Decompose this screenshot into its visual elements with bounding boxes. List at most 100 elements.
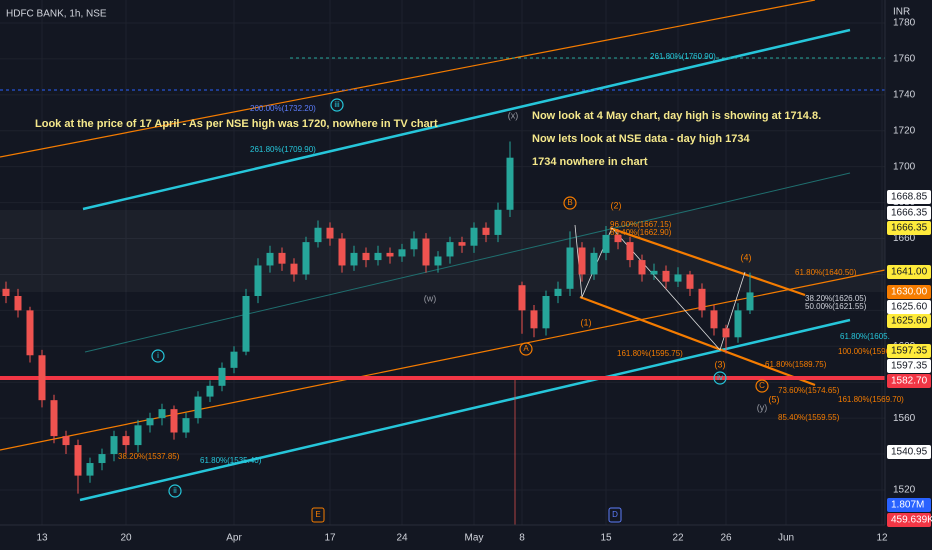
x-tick-label: 12 — [876, 533, 888, 544]
candle-body — [62, 436, 70, 446]
wave-label: B — [567, 198, 572, 207]
candle-body — [2, 288, 10, 296]
trend-line — [82, 28, 851, 211]
candle-body — [566, 247, 574, 289]
x-tick-label: 13 — [36, 533, 48, 544]
fib-label: 200.00%(1732.20) — [250, 104, 316, 113]
price-tag — [887, 359, 931, 373]
candle-body — [326, 227, 334, 239]
wedge-line — [579, 295, 816, 387]
fib-label: 85.40%(1662.90) — [610, 228, 672, 237]
fib-label: 61.80%(1535.40) — [200, 456, 262, 465]
candle-body — [146, 418, 154, 426]
candle-body — [38, 355, 46, 401]
wave-label: (2) — [611, 200, 622, 210]
y-tick-label: 1760 — [893, 54, 916, 65]
candle-body — [26, 310, 34, 356]
wave-label: C — [759, 381, 765, 390]
price-tag — [887, 221, 931, 235]
volume-tag — [887, 498, 931, 512]
candle-body — [218, 367, 226, 386]
y-tick-label: 1520 — [893, 485, 916, 496]
wedge-line — [609, 226, 806, 297]
fib-label: 261.80%(1709.90) — [250, 145, 316, 154]
wave-label: (5) — [769, 394, 780, 404]
price-tag-label: 1597.35 — [891, 346, 928, 357]
candle-body — [134, 425, 142, 446]
price-tag — [887, 206, 931, 220]
trend-line — [0, 0, 816, 158]
fib-label: 100.00%(1596.80) — [838, 347, 904, 356]
event-marker — [608, 507, 622, 523]
candle-body — [734, 310, 742, 338]
x-tick-label: 15 — [600, 533, 612, 544]
fib-label: 61.80%(1605. — [840, 332, 890, 341]
fib-label: 261.80%(1760.90) — [650, 52, 716, 61]
candle-body — [722, 328, 730, 338]
wave-label: ii — [173, 486, 177, 495]
price-tag — [887, 285, 931, 299]
wave-label: (y) — [757, 402, 768, 412]
x-tick-label: May — [465, 533, 484, 544]
y-tick-label: 1740 — [893, 89, 916, 100]
wave-marker — [330, 98, 344, 112]
volume-tag-label: 459.639K — [891, 515, 932, 526]
annotation: Now look at 4 May chart, day high is sho… — [532, 110, 821, 122]
price-tag-label: 1582.70 — [891, 376, 928, 387]
candle-body — [494, 209, 502, 235]
candles — [2, 141, 754, 494]
y-tick-label: 1660 — [893, 233, 916, 244]
y-tick-label: 1780 — [893, 18, 916, 29]
annotation: Now lets look at NSE data - day high 173… — [532, 133, 750, 145]
candle-body — [578, 247, 586, 275]
price-tag-label: 1597.35 — [891, 361, 928, 372]
fib-label: 38.20%(1537.85) — [118, 452, 180, 461]
y-tick-label: 1700 — [893, 161, 916, 172]
price-tag-label: 1641.00 — [891, 267, 928, 278]
candle-body — [242, 295, 250, 352]
candle-body — [650, 270, 658, 275]
drawings — [0, 0, 886, 526]
candle-body — [314, 227, 322, 243]
volume-tag-label: 1.807M — [891, 500, 924, 511]
candle-body — [50, 400, 58, 437]
wave-label: (3) — [715, 359, 726, 369]
fib-label: 61.80%(1640.50) — [795, 268, 857, 277]
price-tag-label: 1668.85 — [891, 192, 928, 203]
x-tick-label: 17 — [324, 533, 336, 544]
candle-body — [458, 242, 466, 246]
price-tag — [887, 265, 931, 279]
price-tag — [887, 344, 931, 358]
candle-body — [74, 445, 82, 476]
annotation: 1734 nowhere in chart — [532, 156, 648, 168]
candle-body — [590, 252, 598, 275]
wave-label: D — [612, 510, 618, 519]
candle-body — [518, 285, 526, 311]
wave-marker — [151, 349, 165, 363]
wave-label: (w) — [424, 293, 437, 303]
candle-body — [338, 238, 346, 266]
volume-tag — [887, 513, 931, 527]
candle-body — [470, 227, 478, 246]
price-tag — [887, 314, 931, 328]
candle-body — [602, 234, 610, 253]
wave-label: (4) — [741, 252, 752, 262]
candle-body — [182, 418, 190, 433]
candle-body — [686, 274, 694, 289]
candle-body — [482, 227, 490, 235]
wave-label: E — [315, 510, 320, 519]
candle-body — [122, 436, 130, 446]
candle-body — [746, 292, 754, 311]
candle-body — [710, 310, 718, 329]
candle-body — [506, 157, 514, 210]
candle-body — [554, 288, 562, 296]
candle-body — [278, 252, 286, 264]
candle-body — [626, 242, 634, 261]
wave-label: (x) — [508, 110, 519, 120]
zone — [0, 210, 885, 292]
price-tag — [887, 190, 931, 204]
fib-label: 161.80%(1569.70) — [838, 395, 904, 404]
price-tag-label: 1625.60 — [891, 302, 928, 313]
candle-body — [206, 385, 214, 397]
